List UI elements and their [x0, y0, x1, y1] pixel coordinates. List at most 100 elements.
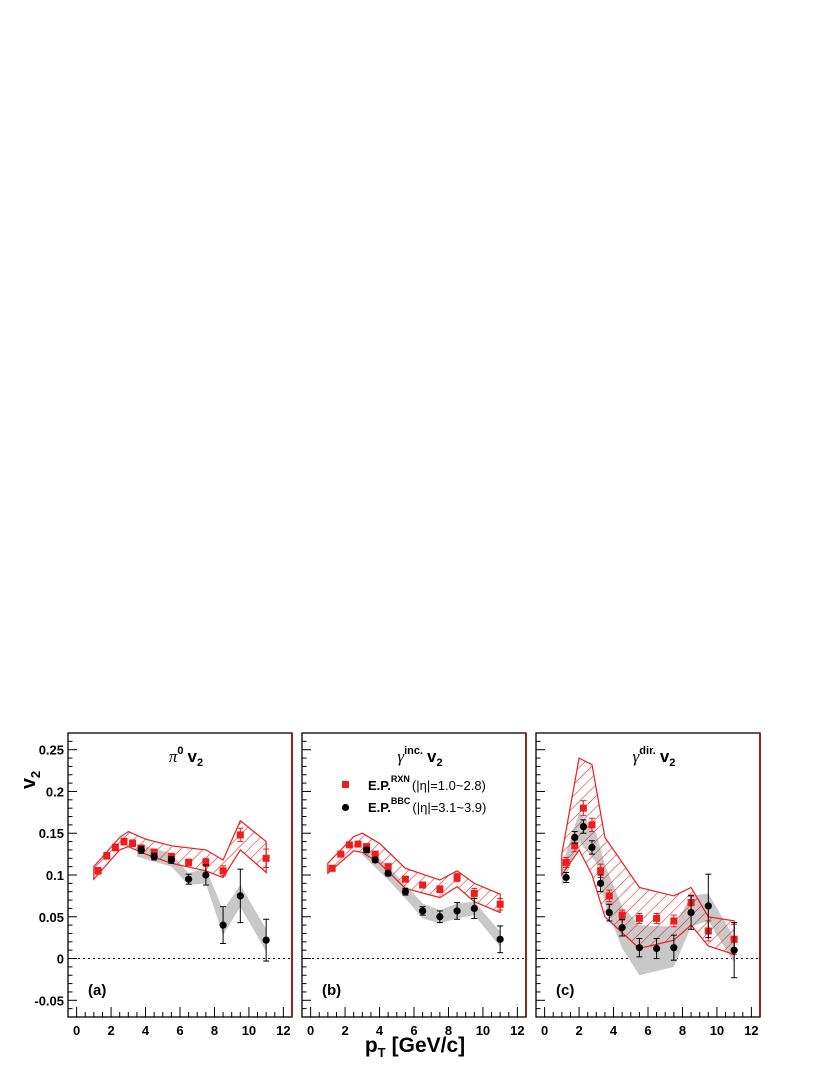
x-tick-label: 2	[107, 1023, 114, 1038]
bbc-point	[371, 856, 379, 864]
rxn-point	[120, 838, 128, 846]
legend-rxn-marker	[342, 781, 349, 788]
legend-rxn-label: E.P.RXN (|η|=1.0~2.8)	[368, 774, 486, 793]
rxn-point	[670, 917, 678, 925]
rxn-systematic-band	[93, 819, 267, 881]
bbc-series	[363, 846, 504, 954]
rxn-point	[185, 858, 193, 866]
plot-frame	[535, 732, 761, 1018]
x-tick-label: 12	[510, 1023, 524, 1038]
x-tick-label: 0	[307, 1023, 314, 1038]
rxn-point	[579, 804, 587, 812]
bbc-point	[219, 921, 227, 929]
bbc-point	[167, 856, 175, 864]
panel-a: 0 2 4 6 8 10 12 -0.05 0 0.05 0.1 0.15 0.2 0.25 π0 v2 (a)	[34, 732, 293, 1038]
x-axis-title: pT [GeV/c]	[365, 1034, 465, 1060]
rxn-point	[111, 843, 119, 851]
rxn-point	[453, 874, 461, 882]
bbc-point	[202, 871, 210, 879]
rxn-point	[384, 863, 392, 871]
bbc-series	[562, 819, 738, 979]
rxn-point	[618, 911, 626, 919]
panel-tag: (b)	[322, 982, 341, 999]
x-tick-label: 8	[211, 1023, 218, 1038]
rxn-point	[262, 854, 270, 862]
x-tick-label: 6	[176, 1023, 183, 1038]
rxn-point	[337, 850, 345, 858]
bbc-point	[384, 869, 392, 877]
rxn-point	[202, 858, 210, 866]
bbc-point	[588, 843, 596, 852]
panel-title: γdir. v2	[633, 745, 676, 769]
rxn-systematic-band	[327, 832, 501, 914]
bbc-point	[597, 879, 605, 887]
bbc-point	[653, 944, 661, 953]
rxn-point	[354, 840, 362, 848]
x-tick-label: 0	[73, 1023, 80, 1038]
x-tick-label: 10	[476, 1023, 490, 1038]
bbc-point	[704, 902, 712, 910]
rxn-series	[562, 800, 738, 955]
rxn-point	[562, 858, 570, 866]
bbc-point	[236, 892, 244, 900]
y-tick-label: 0.25	[39, 743, 64, 758]
bbc-point	[605, 908, 613, 917]
x-tick-label: 12	[744, 1023, 758, 1038]
x-tick-label: 4	[142, 1023, 150, 1038]
bbc-point	[670, 944, 678, 952]
rxn-point	[653, 914, 661, 922]
x-tick-label: 4	[376, 1023, 384, 1038]
y-tick-label: 0.15	[39, 826, 64, 841]
bbc-series	[137, 846, 270, 962]
rxn-point	[597, 867, 605, 875]
bbc-point	[635, 944, 643, 952]
rxn-point	[605, 892, 613, 900]
bbc-point	[436, 913, 444, 921]
x-tick-label: 12	[276, 1023, 290, 1038]
y-tick-label: 0.05	[39, 910, 64, 925]
bbc-point	[185, 875, 193, 883]
bbc-point	[419, 907, 427, 915]
x-tick-label: 2	[575, 1023, 582, 1038]
bbc-point	[150, 853, 158, 861]
x-tick-label: 10	[710, 1023, 724, 1038]
panel-c: 0 2 4 6 8 10 12 γdir. v2 (c)	[535, 732, 761, 1038]
rxn-point	[150, 848, 158, 856]
rxn-point	[219, 867, 227, 875]
rxn-point	[328, 864, 336, 872]
bbc-point	[262, 936, 270, 944]
rxn-point	[436, 885, 444, 893]
x-tick-label: 4	[610, 1023, 618, 1038]
rxn-point	[371, 850, 379, 858]
rxn-point	[588, 821, 596, 829]
bbc-point	[496, 935, 504, 943]
x-tick-label: 8	[445, 1023, 452, 1038]
legend: E.P.RXN (|η|=1.0~2.8) E.P.BBC (|η|=3.1~3.9…	[341, 774, 486, 815]
bbc-point	[137, 846, 145, 854]
panel-b: 0 2 4 6 8 10 12 γinc. v2 (b)	[301, 732, 527, 1038]
bbc-point	[579, 822, 587, 831]
x-tick-label: 0	[541, 1023, 548, 1038]
bbc-point	[401, 888, 409, 896]
panel-tag: (a)	[88, 982, 106, 999]
rxn-point	[236, 831, 244, 839]
y-tick-label: 0	[57, 952, 64, 967]
bbc-point	[562, 873, 570, 882]
rxn-point	[401, 875, 409, 883]
legend-bbc-marker	[341, 803, 350, 812]
bbc-point	[730, 946, 738, 954]
rxn-point	[103, 852, 111, 860]
bbc-point	[453, 907, 461, 915]
x-tick-label: 8	[679, 1023, 686, 1038]
rxn-point	[571, 842, 579, 850]
rxn-point	[635, 914, 643, 922]
y-tick-label: -0.05	[34, 993, 64, 1008]
rxn-point	[129, 839, 137, 847]
bbc-point	[618, 924, 626, 932]
x-tick-label: 10	[242, 1023, 256, 1038]
y-tick-label: 0.1	[46, 868, 64, 883]
x-tick-label: 2	[341, 1023, 348, 1038]
bbc-point	[470, 904, 478, 913]
panel-title: π0 v2	[169, 745, 203, 769]
